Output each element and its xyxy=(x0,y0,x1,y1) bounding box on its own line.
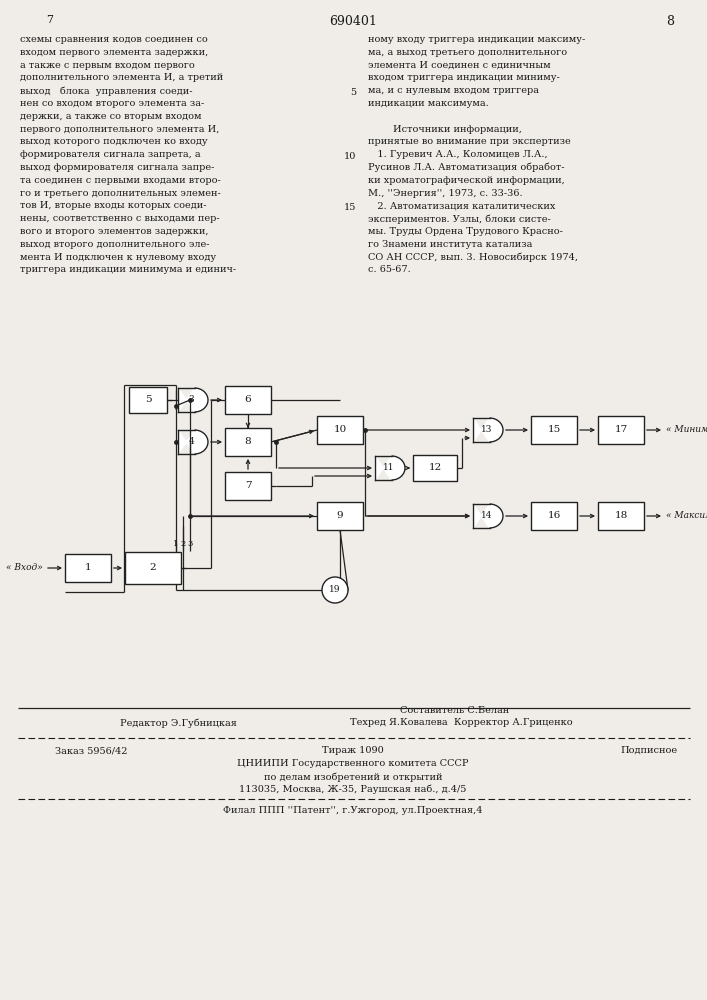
Text: Редактор Э.Губницкая: Редактор Э.Губницкая xyxy=(120,718,237,728)
Text: ма, и с нулевым входом триггера: ма, и с нулевым входом триггера xyxy=(368,86,539,95)
Text: мы. Труды Ордена Трудового Красно-: мы. Труды Ордена Трудового Красно- xyxy=(368,227,563,236)
Text: нен со входом второго элемента за-: нен со входом второго элемента за- xyxy=(20,99,204,108)
Bar xyxy=(317,416,363,444)
Bar xyxy=(317,502,363,530)
Bar xyxy=(225,428,271,456)
Text: 1: 1 xyxy=(85,564,91,572)
Text: с. 65-67.: с. 65-67. xyxy=(368,265,411,274)
Text: Филал ППП ''Патент'', г.Ужгород, ул.Проектная,4: Филал ППП ''Патент'', г.Ужгород, ул.Прое… xyxy=(223,806,483,815)
Text: выход второго дополнительного эле-: выход второго дополнительного эле- xyxy=(20,240,209,249)
Bar xyxy=(125,552,181,584)
Text: ному входу триггера индикации максиму-: ному входу триггера индикации максиму- xyxy=(368,35,585,44)
Text: элемента И соединен с единичным: элемента И соединен с единичным xyxy=(368,61,551,70)
Text: 7: 7 xyxy=(245,482,251,490)
Text: мента И подключен к нулевому входу: мента И подключен к нулевому входу xyxy=(20,253,216,262)
Bar xyxy=(531,416,577,444)
Text: выход формирователя сигнала запре-: выход формирователя сигнала запре- xyxy=(20,163,214,172)
Bar xyxy=(413,455,457,481)
Text: 3: 3 xyxy=(187,540,193,548)
Text: Составитель С.Белан: Составитель С.Белан xyxy=(400,706,509,715)
Text: 15: 15 xyxy=(547,426,561,434)
Text: 2. Автоматизация каталитических: 2. Автоматизация каталитических xyxy=(368,201,556,210)
Text: ма, а выход третьего дополнительного: ма, а выход третьего дополнительного xyxy=(368,48,567,57)
Text: 690401: 690401 xyxy=(329,15,377,28)
Bar xyxy=(598,502,644,530)
Text: Тираж 1090: Тираж 1090 xyxy=(322,746,384,755)
Text: « Минимум»: « Минимум» xyxy=(666,426,707,434)
Bar xyxy=(225,386,271,414)
Text: 3: 3 xyxy=(189,395,194,404)
Text: 10: 10 xyxy=(334,426,346,434)
Text: дополнительного элемента И, а третий: дополнительного элемента И, а третий xyxy=(20,73,223,82)
Text: входом первого элемента задержки,: входом первого элемента задержки, xyxy=(20,48,209,57)
Bar xyxy=(225,472,271,500)
Text: 6: 6 xyxy=(245,395,251,404)
Polygon shape xyxy=(375,456,405,480)
Text: 2: 2 xyxy=(180,540,186,548)
Text: Источники информации,: Источники информации, xyxy=(368,125,522,134)
Text: 17: 17 xyxy=(614,426,628,434)
Text: « Максимум»: « Максимум» xyxy=(666,512,707,520)
Polygon shape xyxy=(473,418,503,442)
Bar xyxy=(598,416,644,444)
Text: СО АН СССР, вып. 3. Новосибирск 1974,: СО АН СССР, вып. 3. Новосибирск 1974, xyxy=(368,253,578,262)
Bar xyxy=(65,554,111,582)
Text: 2: 2 xyxy=(150,564,156,572)
Text: нены, соответственно с выходами пер-: нены, соответственно с выходами пер- xyxy=(20,214,220,223)
Text: Заказ 5956/42: Заказ 5956/42 xyxy=(55,746,127,755)
Text: индикации максимума.: индикации максимума. xyxy=(368,99,489,108)
Text: 5: 5 xyxy=(350,88,356,97)
Text: формирователя сигнала запрета, а: формирователя сигнала запрета, а xyxy=(20,150,201,159)
Text: 1: 1 xyxy=(173,540,179,548)
Text: Подписное: Подписное xyxy=(620,746,677,755)
Text: 113035, Москва, Ж-35, Раушская наб., д.4/5: 113035, Москва, Ж-35, Раушская наб., д.4… xyxy=(239,785,467,794)
Text: триггера индикации минимума и единич-: триггера индикации минимума и единич- xyxy=(20,265,236,274)
Text: 7: 7 xyxy=(47,15,54,25)
Text: 1. Гуревич А.А., Коломицев Л.А.,: 1. Гуревич А.А., Коломицев Л.А., xyxy=(368,150,548,159)
Text: первого дополнительного элемента И,: первого дополнительного элемента И, xyxy=(20,125,219,134)
Text: 9: 9 xyxy=(337,512,344,520)
Text: го и третьего дополнительных элемен-: го и третьего дополнительных элемен- xyxy=(20,189,221,198)
Bar xyxy=(129,387,167,413)
Polygon shape xyxy=(473,504,503,528)
Text: 19: 19 xyxy=(329,585,341,594)
Text: 12: 12 xyxy=(428,464,442,473)
Text: 5: 5 xyxy=(145,395,151,404)
Text: 14: 14 xyxy=(481,512,492,520)
Text: выход которого подключен ко входу: выход которого подключен ко входу xyxy=(20,137,208,146)
Text: 16: 16 xyxy=(547,512,561,520)
Text: 15: 15 xyxy=(344,203,356,212)
Text: экспериментов. Узлы, блоки систе-: экспериментов. Узлы, блоки систе- xyxy=(368,214,551,224)
Circle shape xyxy=(322,577,348,603)
Text: Техред Я.Ковалева  Корректор А.Гриценко: Техред Я.Ковалева Корректор А.Гриценко xyxy=(350,718,573,727)
Text: « Вход»: « Вход» xyxy=(6,564,43,572)
Text: 10: 10 xyxy=(344,152,356,161)
Text: го Знамени института катализа: го Знамени института катализа xyxy=(368,240,532,249)
Text: 8: 8 xyxy=(245,438,251,446)
Text: вого и второго элементов задержки,: вого и второго элементов задержки, xyxy=(20,227,209,236)
Text: а также с первым входом первого: а также с первым входом первого xyxy=(20,61,194,70)
Text: та соединен с первыми входами второ-: та соединен с первыми входами второ- xyxy=(20,176,221,185)
Text: Русинов Л.А. Автоматизация обработ-: Русинов Л.А. Автоматизация обработ- xyxy=(368,163,564,172)
Text: входом триггера индикации миниму-: входом триггера индикации миниму- xyxy=(368,73,560,82)
Polygon shape xyxy=(178,388,208,412)
Text: М., ''Энергия'', 1973, с. 33-36.: М., ''Энергия'', 1973, с. 33-36. xyxy=(368,189,522,198)
Text: держки, а также со вторым входом: держки, а также со вторым входом xyxy=(20,112,201,121)
Text: выход   блока  управления соеди-: выход блока управления соеди- xyxy=(20,86,192,96)
Text: по делам изобретений и открытий: по делам изобретений и открытий xyxy=(264,772,443,782)
Text: 11: 11 xyxy=(382,464,395,473)
Text: 18: 18 xyxy=(614,512,628,520)
Text: 4: 4 xyxy=(189,438,194,446)
Text: тов И, вторые входы которых соеди-: тов И, вторые входы которых соеди- xyxy=(20,201,206,210)
Text: ки хроматографической информации,: ки хроматографической информации, xyxy=(368,176,565,185)
Text: схемы сравнения кодов соединен со: схемы сравнения кодов соединен со xyxy=(20,35,208,44)
Text: 8: 8 xyxy=(666,15,674,28)
Text: ЦНИИПИ Государственного комитета СССР: ЦНИИПИ Государственного комитета СССР xyxy=(238,759,469,768)
Text: принятые во внимание при экспертизе: принятые во внимание при экспертизе xyxy=(368,137,571,146)
Bar xyxy=(531,502,577,530)
Text: 13: 13 xyxy=(481,426,492,434)
Polygon shape xyxy=(178,430,208,454)
